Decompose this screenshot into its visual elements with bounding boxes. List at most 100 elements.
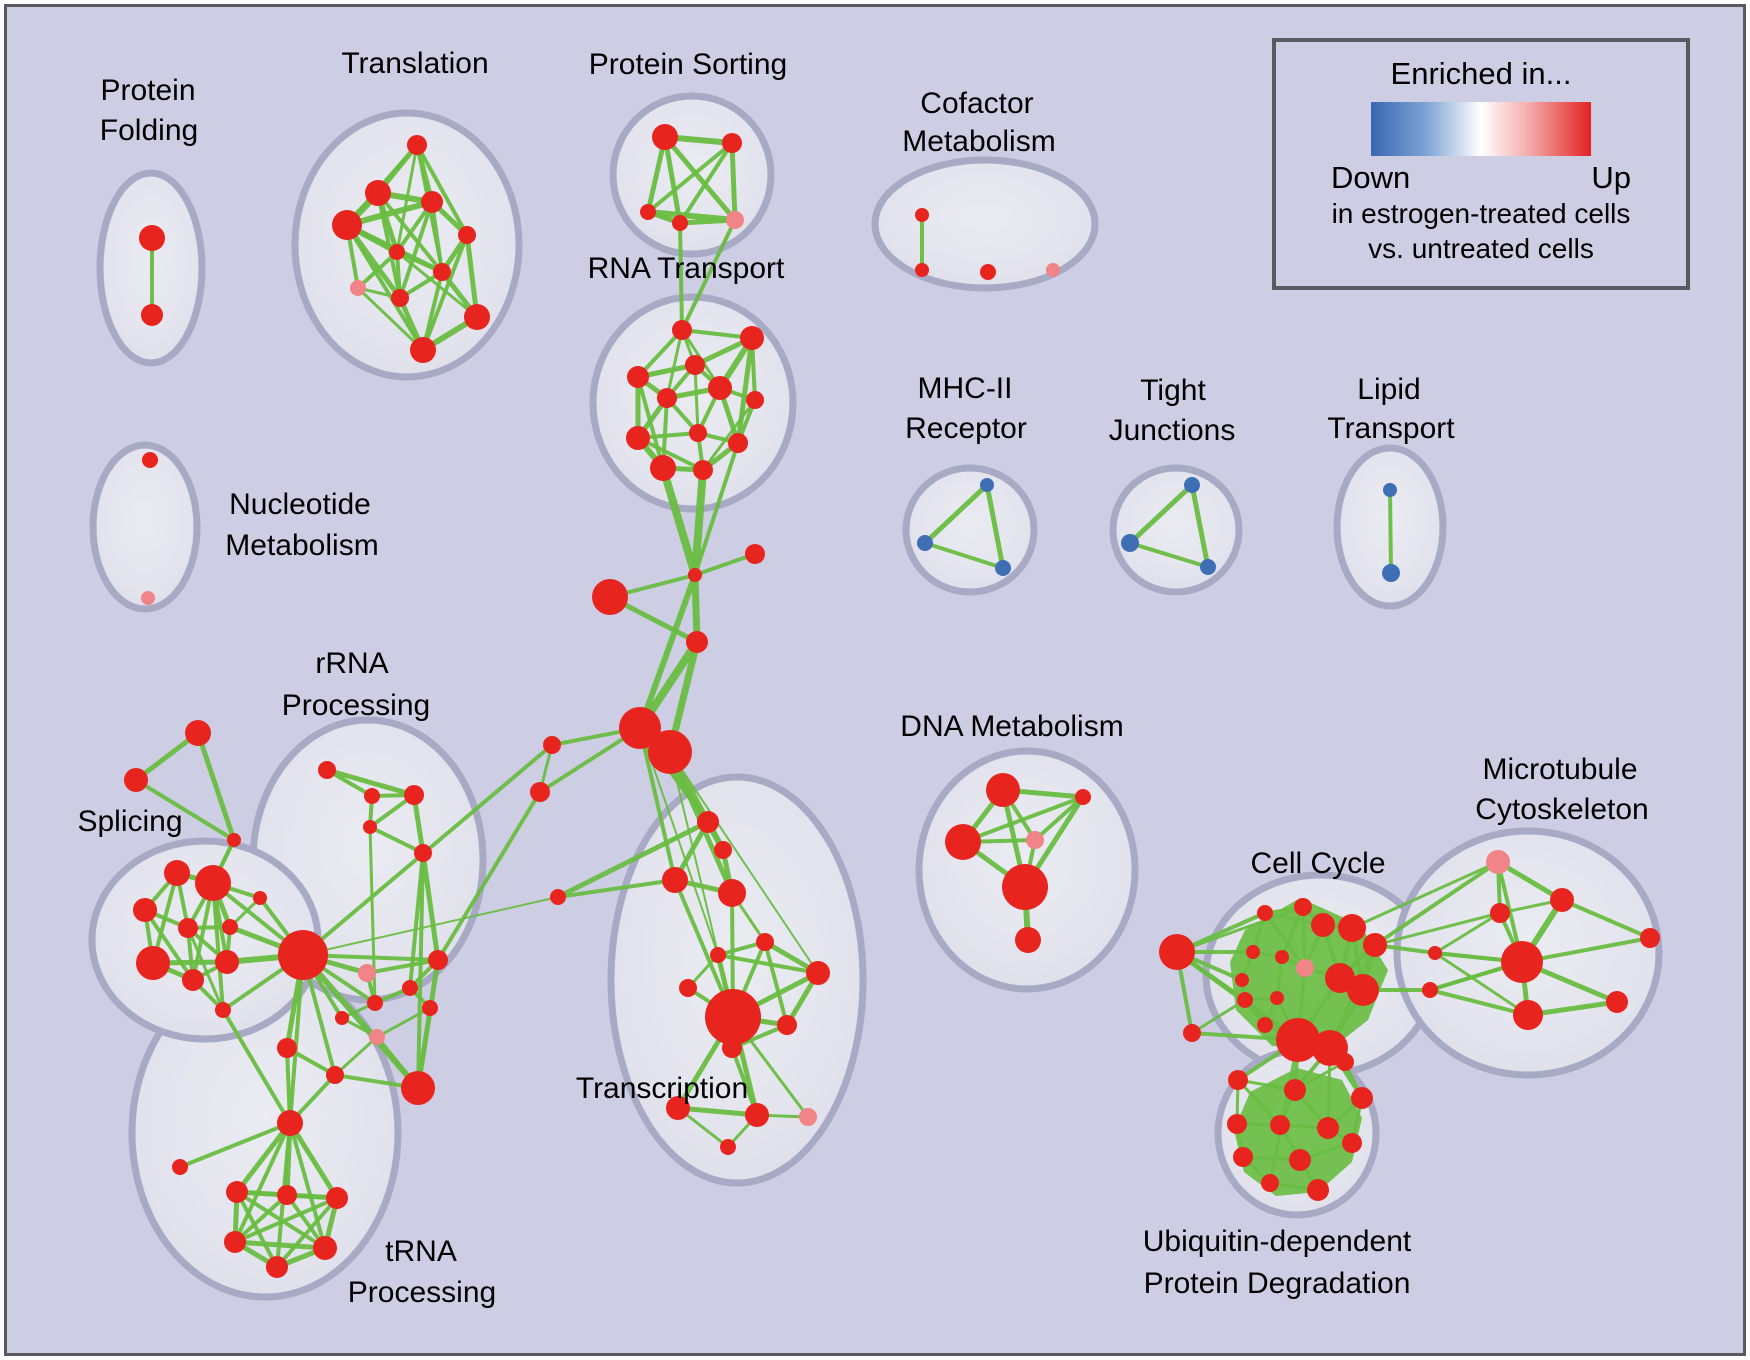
edge [1433,911,1502,955]
geneset-node-translation [389,244,405,260]
edge [1189,482,1211,570]
geneset-node-rrna-processing [278,930,328,980]
geneset-node-backbone [648,730,692,774]
geneset-node-cell-cycle [1363,933,1387,957]
geneset-node-translation [365,180,391,206]
geneset-node-cell-cycle [1246,945,1260,959]
edge [195,730,237,843]
geneset-node-microtubule-cytoskeleton [1490,903,1510,923]
geneset-node-transcription [679,979,697,997]
edge-interconnect [555,819,711,900]
geneset-node-rna-transport [672,320,692,340]
geneset-node-lipid-transport [1382,564,1400,582]
geneset-node-tight-junctions [1200,559,1216,575]
legend-title: Enriched in... [1390,56,1572,91]
geneset-node-transcription [705,989,761,1045]
edge-interconnect [556,878,677,899]
edge [1174,949,1301,1043]
cluster-label-nucleotide-metabolism: Nucleotide [229,488,371,521]
edge-interconnect [638,726,677,882]
geneset-node-rrna-processing [364,788,380,804]
edge [1033,795,1085,842]
legend-box: Enriched in... Down Up in estrogen-treat… [1272,38,1690,290]
geneset-node-translation [332,210,362,240]
edge [211,881,225,1012]
edge [421,270,444,352]
geneset-node-protein-folding [141,304,163,326]
geneset-node-rna-transport [650,455,676,481]
edge [984,482,1006,571]
geneset-node-transcription [718,879,746,907]
edge [1190,998,1247,1035]
cluster-ellipse-cofactor-metabolism [871,156,1099,292]
geneset-node-transcription [745,1103,769,1127]
geneset-node-microtubule-cytoskeleton [1606,991,1628,1013]
legend-down-label: Down [1331,160,1411,195]
geneset-node-ubiquitin-degradation [1227,1114,1247,1134]
geneset-node-translation [421,191,443,213]
legend-caption-line1: in estrogen-treated cells [1331,198,1631,229]
cluster-label-cofactor-metabolism: Metabolism [902,125,1055,158]
geneset-node-translation [464,304,490,330]
edge [1520,936,1652,964]
geneset-node-dna-metabolism [1026,831,1044,849]
edge [324,767,417,798]
geneset-node-ubiquitin-degradation [1351,1087,1373,1109]
geneset-node-translation [391,289,409,307]
geneset-node-rna-transport [708,376,732,400]
geneset-node-rrna-processing [363,820,377,834]
geneset-node-cell-cycle [1296,959,1314,977]
cluster-label-trna-processing: Processing [348,1276,496,1309]
geneset-node-microtubule-cytoskeleton [1513,1000,1543,1030]
edge [675,1105,760,1118]
edge-interconnect [1373,911,1502,947]
geneset-node-lipid-transport [1383,483,1397,497]
geneset-node-transcription [666,1096,690,1120]
cluster-label-mhc-ii-receptor: MHC-II [918,372,1013,405]
geneset-node-protein-sorting [722,133,742,153]
geneset-node-backbone [550,889,566,905]
geneset-node-rrna-processing [318,761,336,779]
geneset-node-protein-folding [139,225,165,251]
edge [186,926,225,1012]
geneset-node-microtubule-cytoskeleton [1501,941,1543,983]
edge [1433,951,1530,1017]
geneset-node-rrna-processing [277,1038,297,1058]
geneset-node-ubiquitin-degradation [1317,1117,1339,1139]
geneset-node-splicing [215,1002,231,1018]
geneset-node-translation [458,226,476,244]
geneset-node-cofactor-metabolism [915,208,929,222]
geneset-node-translation [433,263,451,281]
geneset-node-rrna-processing [422,1000,438,1016]
geneset-node-rrna-processing [369,1029,385,1045]
edge [464,232,480,320]
edge [701,398,757,472]
edge [1388,488,1393,575]
geneset-node-tight-junctions [1121,534,1139,552]
geneset-node-transcription [720,1139,736,1155]
geneset-node-cell-cycle [1325,963,1355,993]
geneset-node-transcription [662,867,688,893]
edge [693,552,757,577]
cluster-label-ubiquitin-degradation: Protein Degradation [1144,1267,1411,1300]
cluster-label-microtubule-cytoskeleton: Cytoskeleton [1475,793,1648,826]
edge [662,134,738,223]
geneset-node-ubiquitin-degradation [1233,1147,1253,1167]
cluster-label-rna-transport: RNA Transport [588,252,785,285]
geneset-node-cofactor-metabolism [1046,263,1060,277]
edge [1128,541,1210,569]
cluster-ellipse-mhc-ii-receptor [902,464,1038,596]
geneset-node-backbone [619,707,661,749]
edge [143,908,195,982]
geneset-node-cell-cycle [1183,1024,1201,1042]
geneset-node-rna-transport [740,326,764,350]
geneset-node-ubiquitin-degradation [1261,1174,1279,1192]
geneset-node-rrna-processing [335,1011,349,1025]
edge [333,1035,379,1077]
geneset-node-dna-metabolism [945,824,981,860]
geneset-node-nucleotide-metabolism [142,452,158,468]
geneset-node-transcription [697,811,719,833]
edge [1428,988,1530,1017]
geneset-node-cell-cycle [1235,973,1249,987]
geneset-node-cell-cycle [1338,914,1366,942]
